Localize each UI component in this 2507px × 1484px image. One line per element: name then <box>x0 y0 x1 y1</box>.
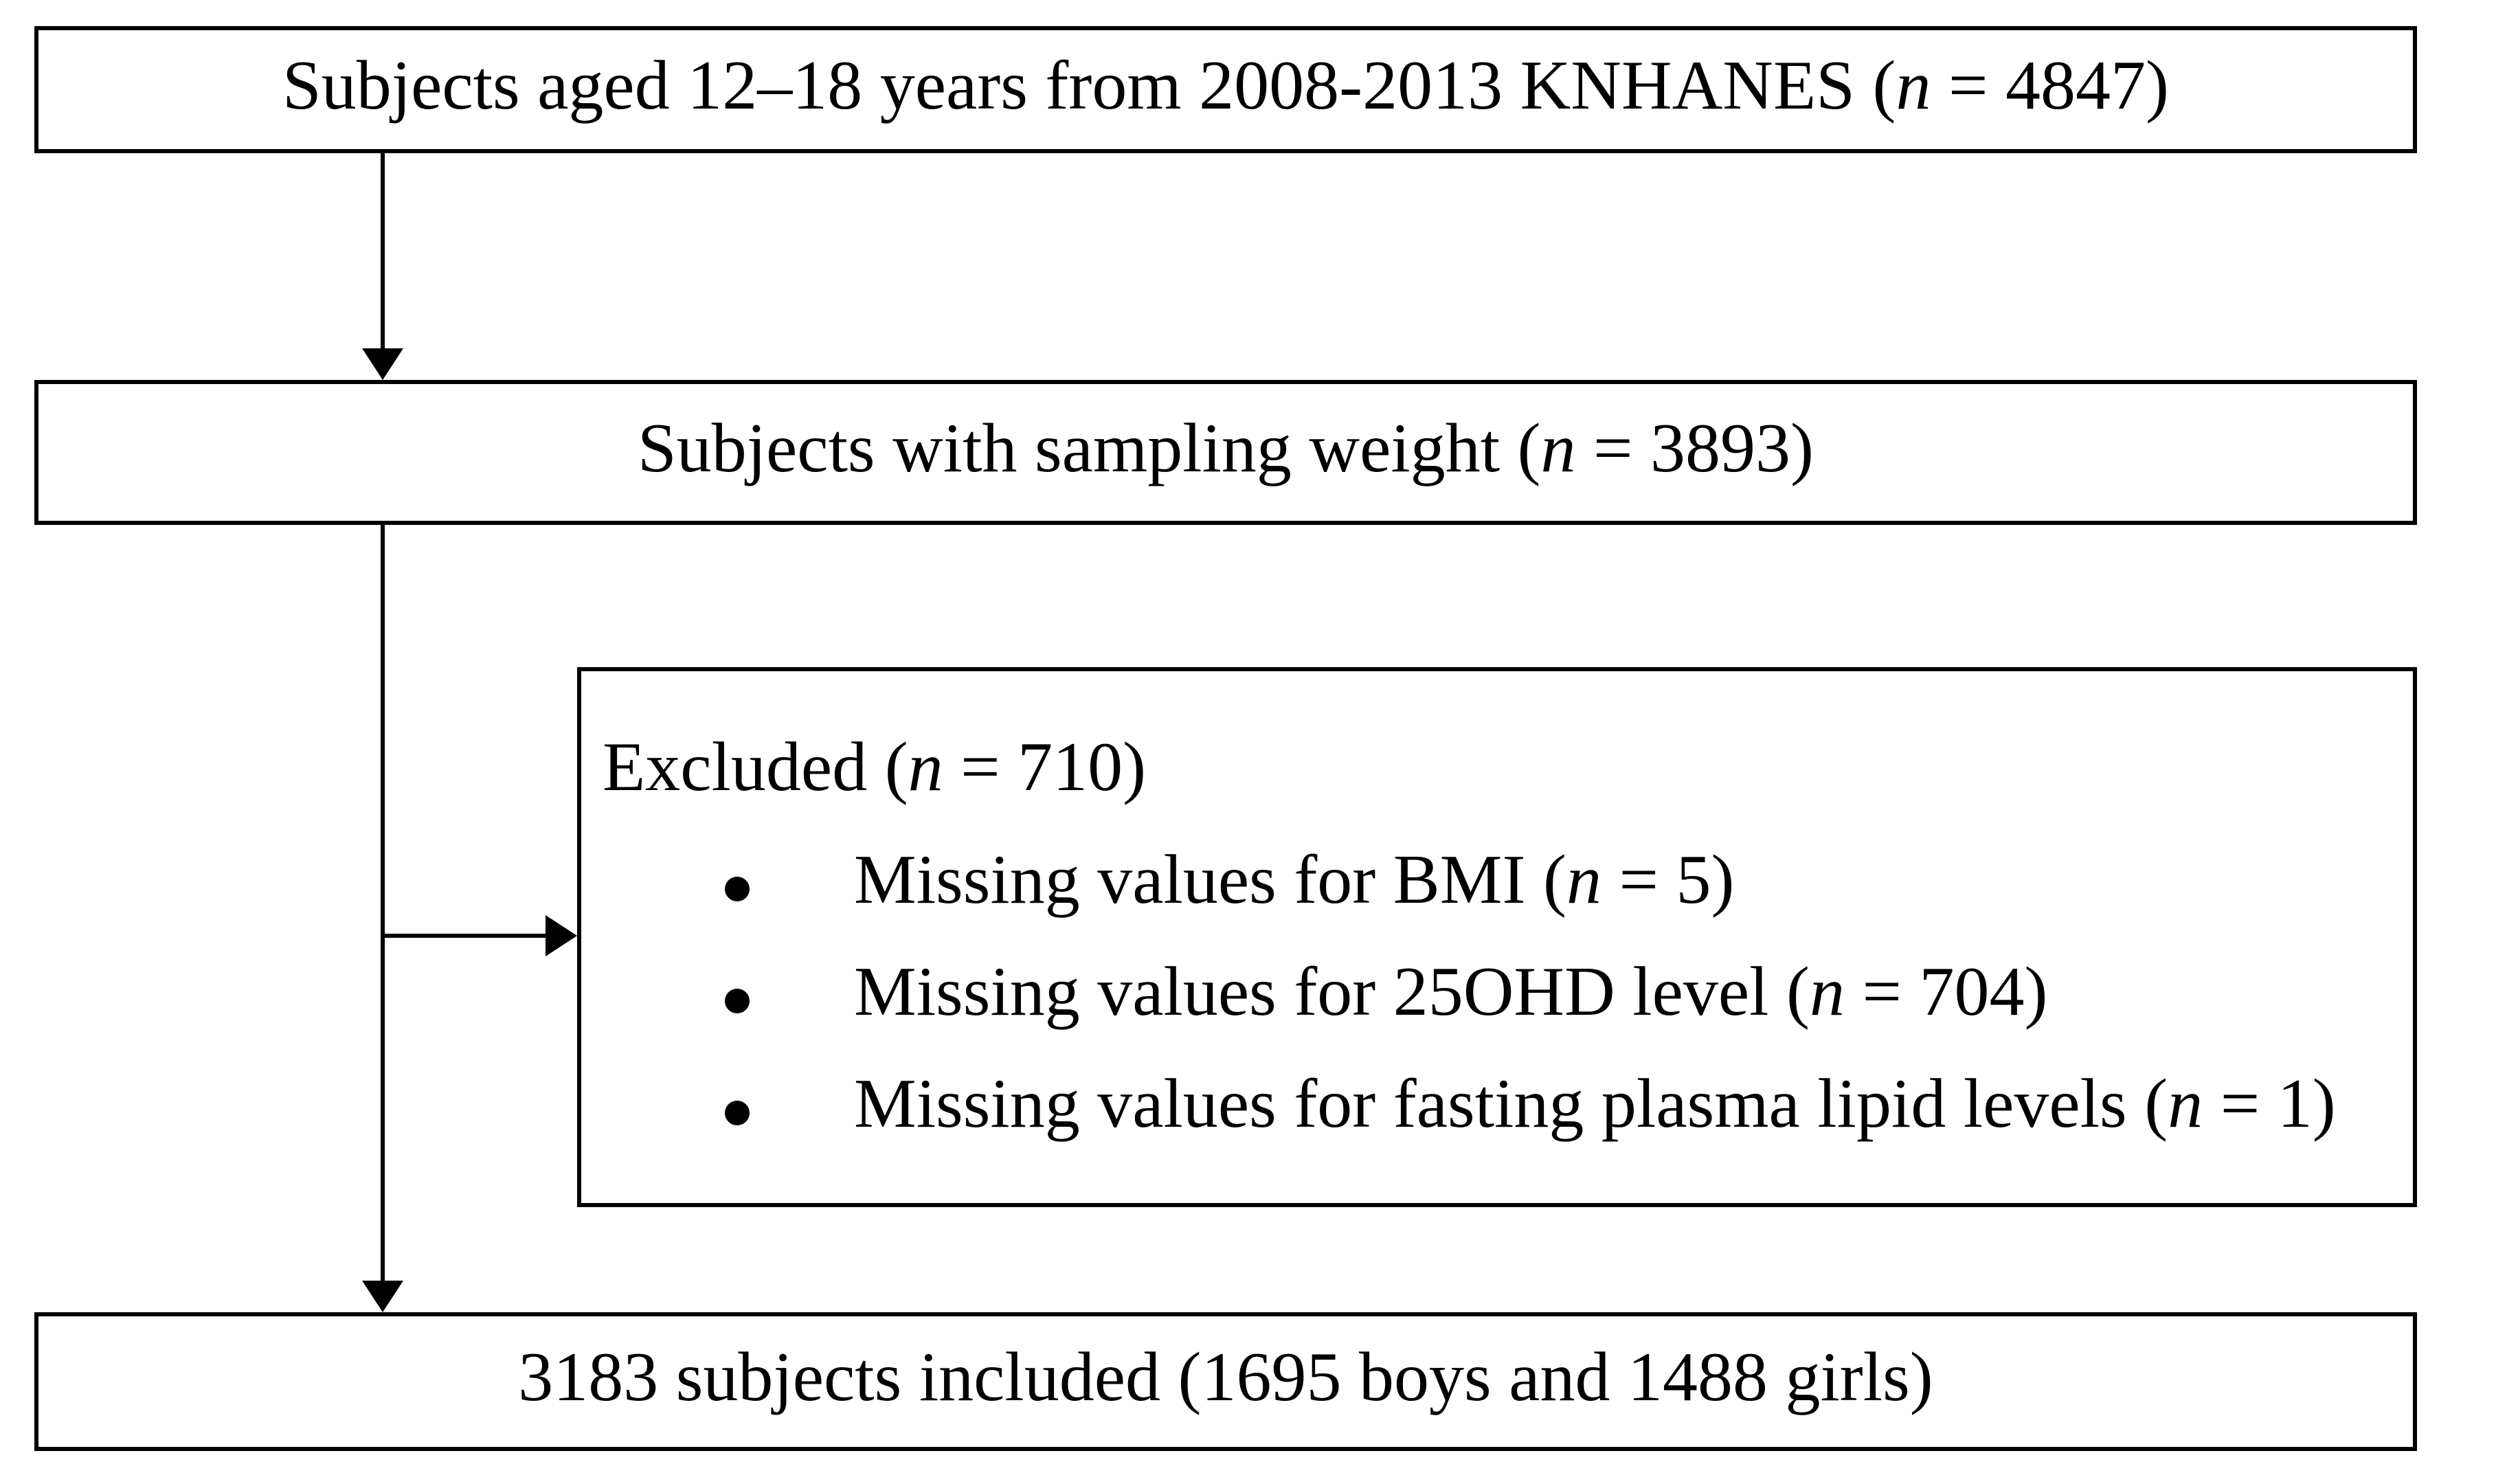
box-initial-subjects-text: Subjects aged 12–18 years from 2008-2013… <box>282 46 2169 124</box>
arrow-line-initial-to-weighted <box>381 153 385 352</box>
box-initial-subjects: Subjects aged 12–18 years from 2008-2013… <box>34 26 2417 153</box>
excluded-item-bmi: Missing values for BMI (n = 5) <box>603 840 2399 920</box>
excluded-item-bmi-text: Missing values for BMI (n = 5) <box>854 841 1735 919</box>
box-excluded: Excluded (n = 710) Missing values for BM… <box>577 667 2417 1207</box>
bullet-icon <box>725 989 750 1013</box>
bullet-icon <box>725 1101 750 1125</box>
arrowhead-right-icon <box>546 915 577 956</box>
excluded-item-lipids-text: Missing values for fasting plasma lipid … <box>854 1065 2336 1143</box>
excluded-item-25ohd: Missing values for 25OHD level (n = 704) <box>603 952 2399 1032</box>
excluded-item-25ohd-text: Missing values for 25OHD level (n = 704) <box>854 953 2048 1031</box>
excluded-item-lipids: Missing values for fasting plasma lipid … <box>603 1064 2399 1144</box>
box-included-subjects-text: 3183 subjects included (1695 boys and 14… <box>518 1338 1933 1417</box>
bullet-icon <box>725 877 750 901</box>
arrowhead-down-icon <box>362 1281 403 1312</box>
box-sampling-weight: Subjects with sampling weight (n = 3893) <box>34 380 2417 525</box>
arrow-line-to-excluded <box>383 934 546 938</box>
excluded-list: Missing values for BMI (n = 5) Missing v… <box>603 840 2399 1144</box>
box-included-subjects: 3183 subjects included (1695 boys and 14… <box>34 1312 2417 1451</box>
box-sampling-weight-text: Subjects with sampling weight (n = 3893) <box>637 409 1814 487</box>
excluded-title: Excluded (n = 710) <box>603 728 1147 806</box>
arrow-line-weighted-to-included <box>381 525 385 1283</box>
arrowhead-down-icon <box>362 348 403 380</box>
